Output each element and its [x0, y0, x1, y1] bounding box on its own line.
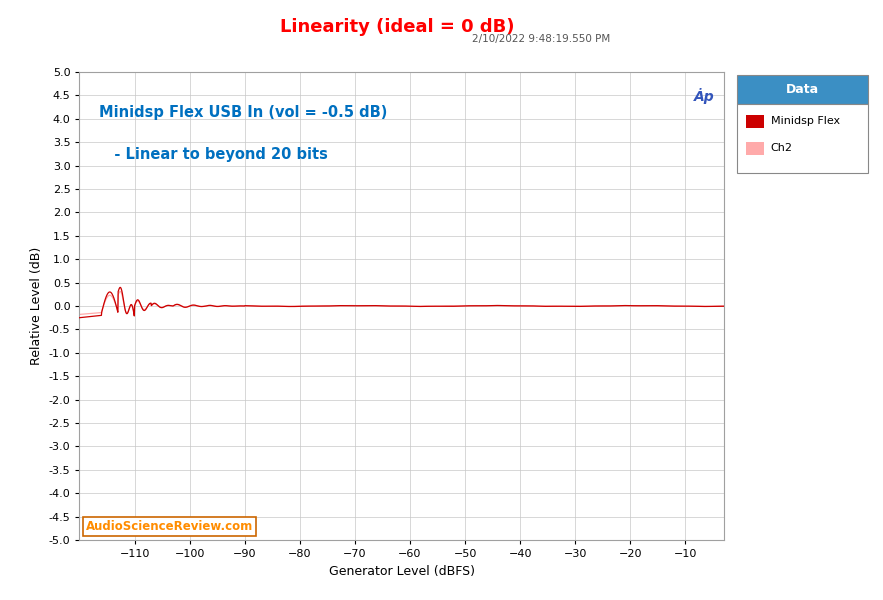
Text: Linearity (ideal = 0 dB): Linearity (ideal = 0 dB) — [280, 18, 515, 36]
Y-axis label: Relative Level (dB): Relative Level (dB) — [30, 247, 43, 365]
Text: AudioScienceReview.com: AudioScienceReview.com — [86, 520, 253, 533]
X-axis label: Generator Level (dBFS): Generator Level (dBFS) — [328, 565, 475, 578]
Text: Ch2: Ch2 — [771, 143, 793, 153]
Text: Minidsp Flex USB In (vol = -0.5 dB): Minidsp Flex USB In (vol = -0.5 dB) — [99, 105, 387, 120]
Text: 2/10/2022 9:48:19.550 PM: 2/10/2022 9:48:19.550 PM — [472, 34, 611, 44]
Text: - Linear to beyond 20 bits: - Linear to beyond 20 bits — [99, 147, 328, 162]
Text: Data: Data — [786, 83, 819, 96]
Text: Minidsp Flex: Minidsp Flex — [771, 116, 840, 126]
Text: Ȧp: Ȧp — [694, 88, 714, 104]
